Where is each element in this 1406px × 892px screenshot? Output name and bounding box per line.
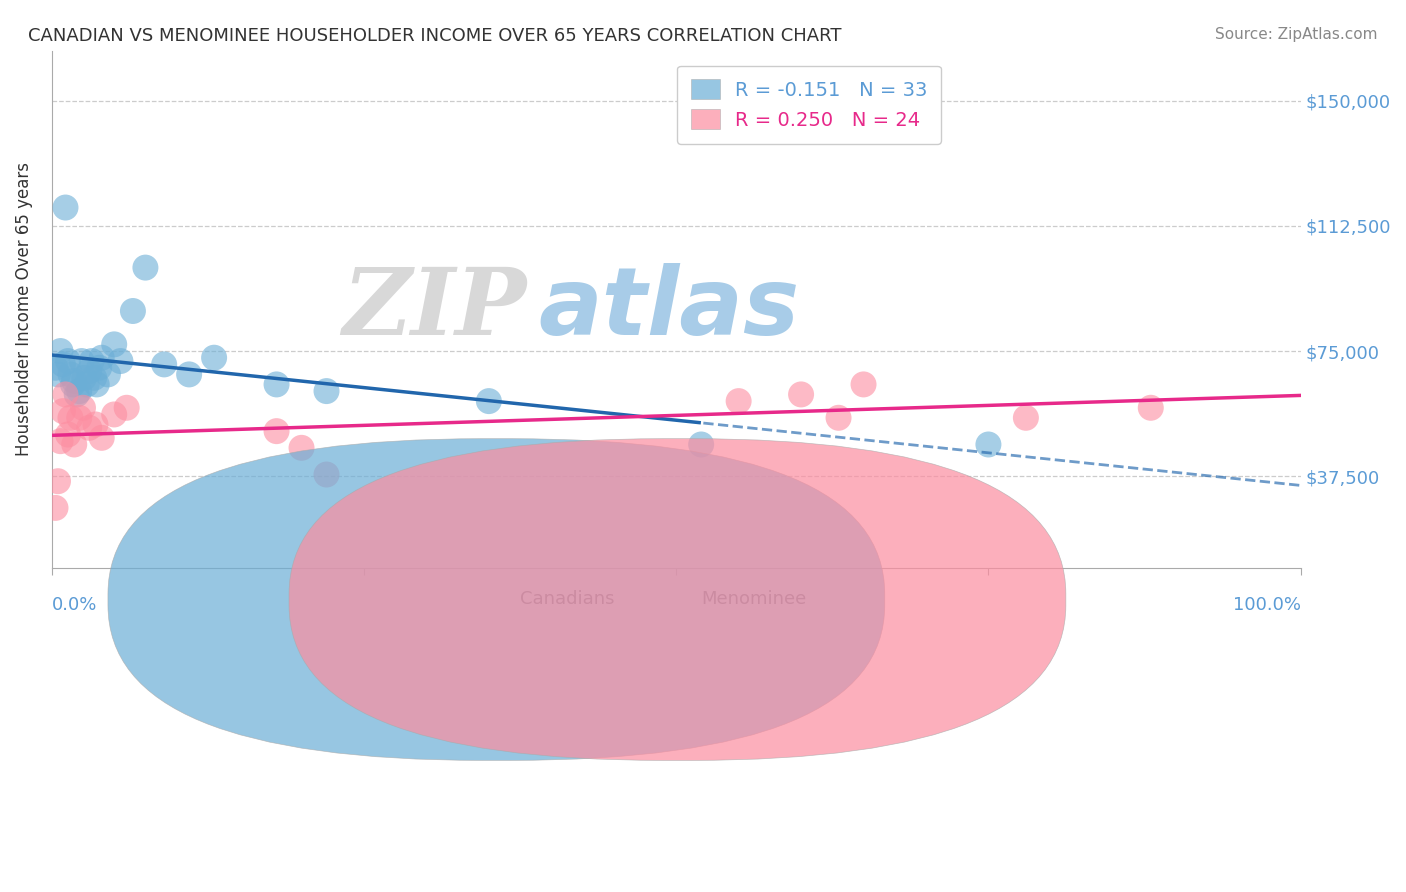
Point bbox=[59, 410, 82, 425]
Point bbox=[266, 377, 288, 392]
Point bbox=[84, 417, 107, 432]
Point bbox=[52, 404, 75, 418]
Point bbox=[67, 410, 90, 425]
Point bbox=[86, 377, 108, 392]
Point bbox=[55, 201, 77, 215]
Point bbox=[266, 424, 288, 438]
FancyBboxPatch shape bbox=[108, 439, 884, 760]
Point bbox=[83, 370, 105, 384]
Point bbox=[67, 384, 90, 398]
Point bbox=[89, 360, 111, 375]
Point bbox=[690, 437, 713, 451]
Point bbox=[827, 410, 849, 425]
Point bbox=[62, 377, 84, 392]
Point bbox=[122, 304, 145, 318]
Text: 0.0%: 0.0% bbox=[52, 597, 97, 615]
Point bbox=[49, 344, 72, 359]
Text: Menominee: Menominee bbox=[702, 590, 807, 608]
Point bbox=[110, 354, 132, 368]
FancyBboxPatch shape bbox=[290, 439, 1066, 760]
Point bbox=[852, 377, 875, 392]
Point bbox=[1139, 401, 1161, 415]
Y-axis label: Householder Income Over 65 years: Householder Income Over 65 years bbox=[15, 162, 32, 457]
Point bbox=[63, 374, 86, 388]
Point bbox=[290, 441, 312, 455]
Text: Canadians: Canadians bbox=[520, 590, 614, 608]
Point bbox=[72, 401, 94, 415]
Point bbox=[77, 421, 100, 435]
Point bbox=[153, 358, 176, 372]
Point bbox=[73, 370, 96, 384]
Point bbox=[790, 387, 813, 401]
Point bbox=[103, 408, 125, 422]
Point bbox=[56, 354, 79, 368]
Point bbox=[179, 368, 201, 382]
Point bbox=[52, 358, 75, 372]
Point bbox=[80, 354, 103, 368]
Point bbox=[56, 427, 79, 442]
Point bbox=[70, 354, 93, 368]
Point bbox=[44, 500, 66, 515]
Point bbox=[49, 434, 72, 449]
Point bbox=[46, 368, 69, 382]
Point bbox=[134, 260, 156, 275]
Text: 100.0%: 100.0% bbox=[1233, 597, 1301, 615]
Point bbox=[315, 384, 337, 398]
Point bbox=[1015, 410, 1038, 425]
Text: CANADIAN VS MENOMINEE HOUSEHOLDER INCOME OVER 65 YEARS CORRELATION CHART: CANADIAN VS MENOMINEE HOUSEHOLDER INCOME… bbox=[28, 27, 842, 45]
Point bbox=[76, 377, 98, 392]
Point bbox=[727, 394, 749, 409]
Legend: R = -0.151   N = 33, R = 0.250   N = 24: R = -0.151 N = 33, R = 0.250 N = 24 bbox=[676, 66, 941, 144]
Point bbox=[55, 387, 77, 401]
Text: Source: ZipAtlas.com: Source: ZipAtlas.com bbox=[1215, 27, 1378, 42]
Point bbox=[315, 467, 337, 482]
Text: ZIP: ZIP bbox=[342, 264, 526, 354]
Point bbox=[44, 360, 66, 375]
Point bbox=[59, 368, 82, 382]
Point bbox=[90, 431, 112, 445]
Point bbox=[46, 474, 69, 488]
Point bbox=[97, 368, 120, 382]
Point bbox=[66, 387, 89, 401]
Text: atlas: atlas bbox=[538, 263, 800, 355]
Point bbox=[103, 337, 125, 351]
Point bbox=[90, 351, 112, 365]
Point bbox=[977, 437, 1000, 451]
Point bbox=[77, 364, 100, 378]
Point bbox=[478, 394, 501, 409]
Point bbox=[202, 351, 225, 365]
Point bbox=[115, 401, 138, 415]
Point bbox=[63, 437, 86, 451]
